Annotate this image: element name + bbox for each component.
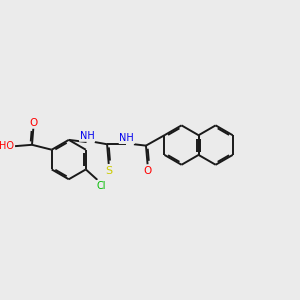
Text: O: O — [143, 166, 152, 176]
Text: Cl: Cl — [97, 181, 106, 191]
Text: O: O — [29, 118, 38, 128]
Text: HO: HO — [0, 141, 14, 151]
Text: S: S — [105, 166, 112, 176]
Text: NH: NH — [80, 131, 94, 141]
Text: NH: NH — [119, 133, 134, 143]
